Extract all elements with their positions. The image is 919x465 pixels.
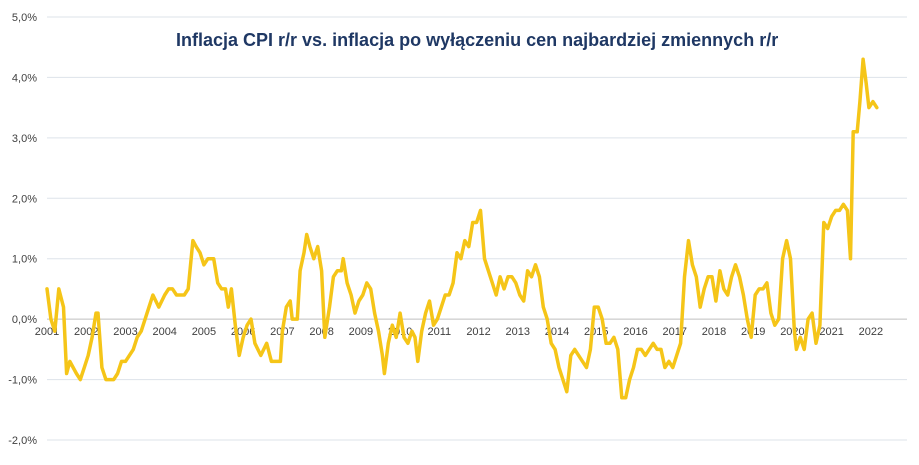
y-tick-label: -1,0% [8,375,37,387]
x-tick-label: 2022 [859,326,883,338]
x-tick-label: 2011 [428,326,452,338]
y-tick-label: 1,0% [12,254,37,266]
y-tick-label: 2,0% [12,193,37,205]
grid-lines [47,16,907,441]
y-tick-label: 4,0% [12,72,37,84]
x-tick-label: 2003 [113,326,137,338]
x-tick-label: 2020 [780,326,804,338]
x-tick-label: 2008 [309,326,333,338]
x-tick-label: 2013 [506,326,530,338]
x-tick-label: 2004 [152,326,176,338]
chart-title: Inflacja CPI r/r vs. inflacja po wyłącze… [176,30,779,50]
x-tick-label: 2018 [702,326,726,338]
y-tick-label: -2,0% [8,435,37,447]
y-tick-label: 0,0% [12,314,37,326]
x-tick-label: 2021 [819,326,843,338]
x-tick-label: 2016 [623,326,647,338]
x-tick-label: 2005 [192,326,216,338]
x-tick-label: 2009 [349,326,373,338]
series-line [45,57,879,400]
y-tick-label: 5,0% [12,12,37,24]
x-tick-label: 2012 [466,326,490,338]
series-group [45,57,879,400]
y-axis-ticks: -2,0% -1,0% 0,0% 1,0% 2,0% 3,0% 4,0% 5,0% [8,12,37,447]
y-tick-label: 3,0% [12,133,37,145]
x-axis-ticks: 2001 2002 2003 2004 2005 2006 2007 2008 2009 2010… [35,326,883,338]
x-tick-label: 2017 [662,326,686,338]
